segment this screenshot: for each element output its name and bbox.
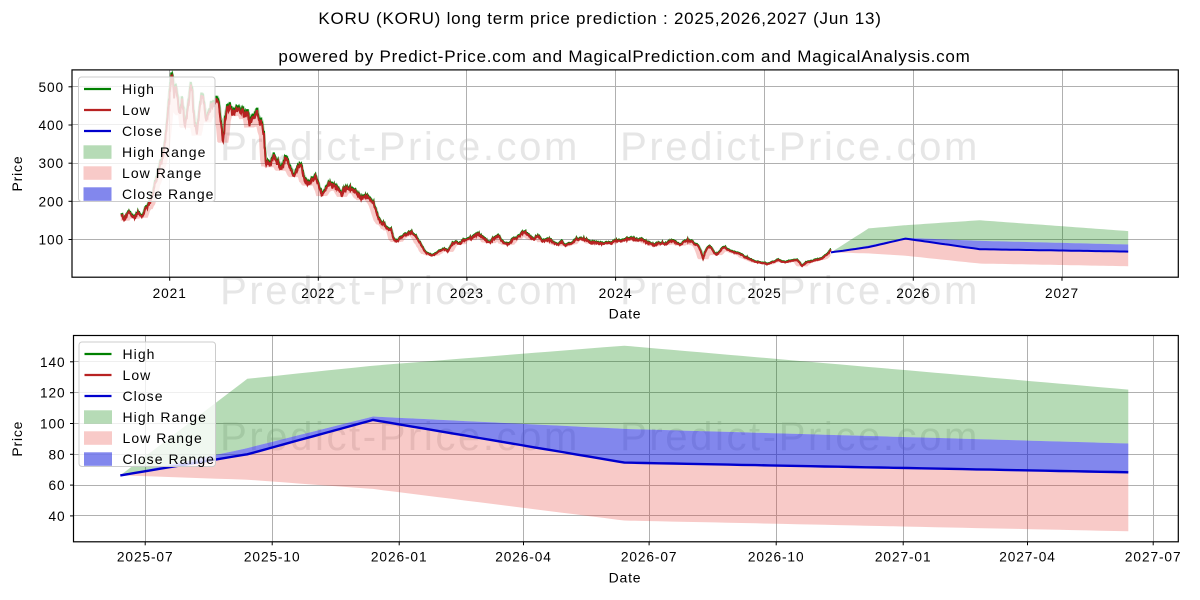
svg-text:120: 120 (40, 386, 66, 401)
svg-text:2023: 2023 (450, 286, 484, 301)
svg-text:powered by Predict-Price.com a: powered by Predict-Price.com and Magical… (278, 47, 970, 66)
svg-text:100: 100 (38, 233, 64, 248)
svg-text:2026-04: 2026-04 (495, 550, 552, 565)
svg-text:300: 300 (38, 156, 64, 171)
svg-text:60: 60 (48, 478, 65, 493)
svg-text:2026: 2026 (896, 286, 930, 301)
svg-text:2026-07: 2026-07 (621, 550, 678, 565)
svg-text:2027: 2027 (1045, 286, 1079, 301)
svg-text:Close Range: Close Range (123, 451, 216, 467)
svg-text:Price: Price (9, 421, 25, 457)
svg-text:High: High (123, 346, 156, 362)
svg-text:2024: 2024 (599, 286, 633, 301)
svg-text:KORU (KORU) long term price pr: KORU (KORU) long term price prediction :… (318, 9, 881, 28)
svg-text:2027-07: 2027-07 (1125, 550, 1182, 565)
svg-text:2025-10: 2025-10 (244, 550, 301, 565)
svg-text:2025: 2025 (748, 286, 782, 301)
svg-text:Low: Low (123, 367, 152, 383)
svg-text:40: 40 (48, 509, 65, 524)
svg-text:80: 80 (48, 447, 65, 462)
svg-text:500: 500 (38, 80, 64, 95)
svg-text:2021: 2021 (153, 286, 187, 301)
svg-text:2027-04: 2027-04 (999, 550, 1056, 565)
svg-text:100: 100 (40, 417, 66, 432)
svg-text:Date: Date (609, 306, 642, 322)
svg-text:Predict-Price.com: Predict-Price.com (220, 269, 580, 313)
svg-text:Predict-Price.com: Predict-Price.com (620, 125, 980, 169)
svg-text:2022: 2022 (301, 286, 335, 301)
svg-text:Low Range: Low Range (122, 165, 202, 181)
svg-text:Predict-Price.com: Predict-Price.com (620, 269, 980, 313)
svg-text:Low Range: Low Range (123, 430, 203, 446)
svg-text:Low: Low (122, 102, 151, 118)
svg-text:High Range: High Range (123, 409, 207, 425)
svg-text:140: 140 (40, 355, 66, 370)
svg-text:Close Range: Close Range (122, 186, 215, 202)
svg-text:Close: Close (122, 123, 163, 139)
svg-text:2026-01: 2026-01 (371, 550, 428, 565)
svg-text:400: 400 (38, 118, 64, 133)
svg-text:Price: Price (9, 156, 25, 192)
svg-text:2027-01: 2027-01 (875, 550, 932, 565)
svg-text:2025-07: 2025-07 (117, 550, 174, 565)
svg-text:Close: Close (123, 388, 164, 404)
svg-text:High Range: High Range (122, 144, 206, 160)
svg-text:200: 200 (38, 194, 64, 209)
svg-text:High: High (122, 81, 155, 97)
svg-text:Date: Date (609, 570, 642, 586)
svg-text:2026-10: 2026-10 (748, 550, 805, 565)
